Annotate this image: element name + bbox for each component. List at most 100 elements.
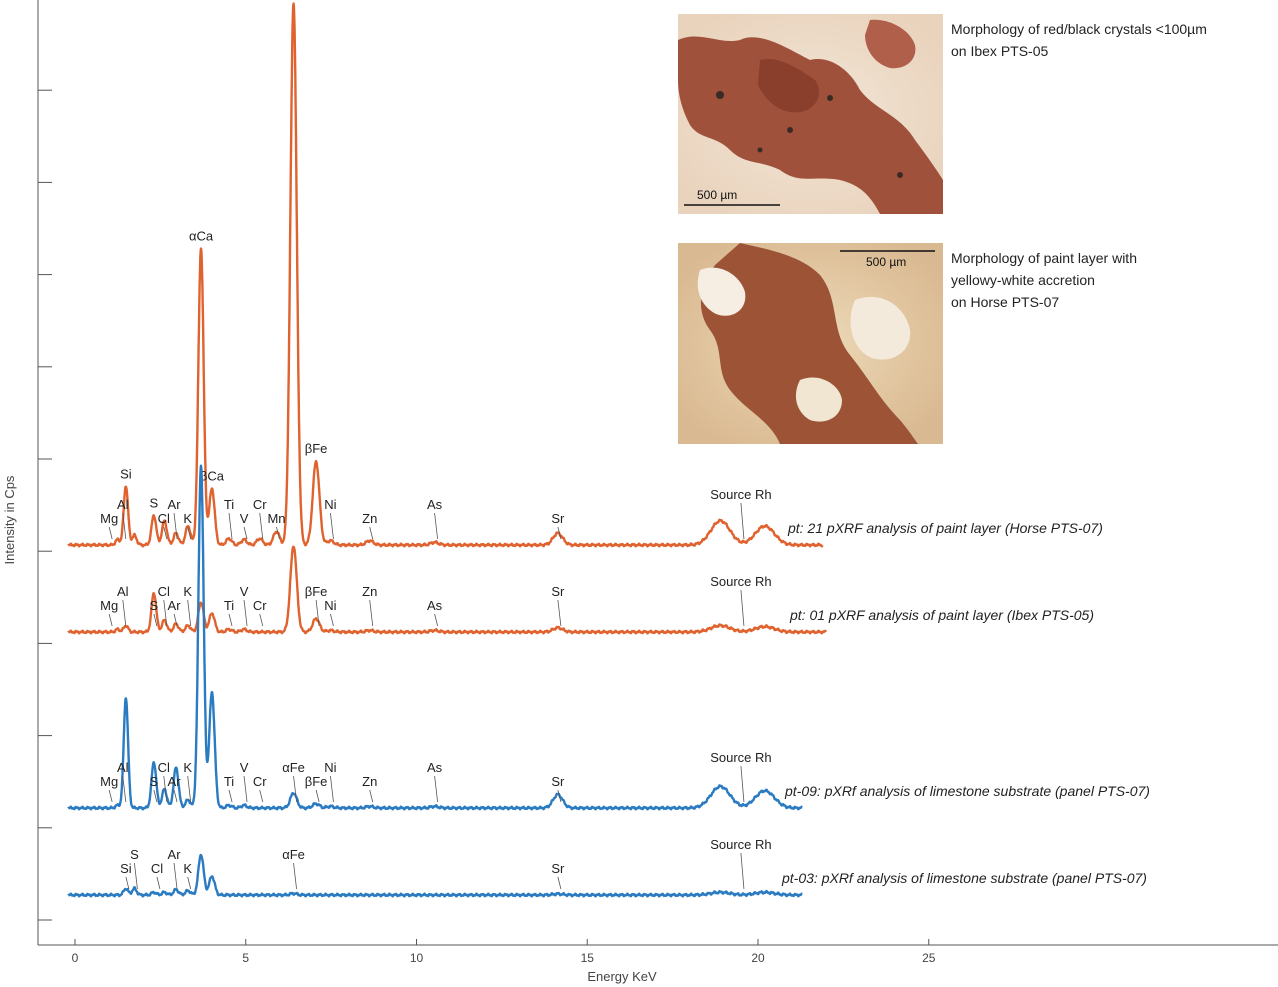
peak-label: Ti bbox=[224, 774, 234, 789]
label-leader bbox=[369, 526, 374, 540]
peak-label: Mg bbox=[100, 598, 118, 613]
spectrum-line bbox=[67, 853, 803, 898]
label-leader bbox=[557, 599, 562, 627]
label-leader bbox=[315, 789, 320, 803]
x-tick-label: 10 bbox=[410, 951, 424, 965]
peak-label: Ar bbox=[168, 774, 182, 789]
label-leader bbox=[163, 599, 168, 627]
label-leader bbox=[259, 789, 264, 803]
label-leader bbox=[187, 599, 192, 627]
label-leader bbox=[330, 613, 334, 627]
peak-label: Ar bbox=[168, 847, 182, 862]
x-tick-label: 5 bbox=[242, 951, 249, 965]
label-leader bbox=[243, 775, 248, 803]
peak-label: V bbox=[240, 584, 249, 599]
label-leader bbox=[434, 512, 438, 540]
peak-label: Ar bbox=[168, 598, 182, 613]
peak-label: βCa bbox=[200, 469, 225, 484]
peak-label: Sr bbox=[551, 774, 565, 789]
label-leader bbox=[125, 876, 130, 890]
label-leader bbox=[259, 512, 264, 540]
x-tick-label: 25 bbox=[922, 951, 936, 965]
inset2-caption-line2: yellowy-white accretion bbox=[951, 272, 1095, 288]
inset2-scale-label: 500 µm bbox=[866, 255, 906, 269]
peak-label: Source Rh bbox=[710, 750, 771, 765]
series-name-label: pt: 01 pXRF analysis of paint layer (Ibe… bbox=[789, 607, 1094, 623]
label-leader bbox=[369, 599, 374, 627]
y-axis-label: Intensity in Cps bbox=[2, 475, 17, 564]
label-leader bbox=[173, 862, 178, 890]
label-leader bbox=[243, 526, 248, 540]
label-leader bbox=[173, 789, 178, 803]
label-leader bbox=[108, 526, 113, 540]
label-leader bbox=[434, 613, 438, 627]
peak-label: S bbox=[130, 847, 139, 862]
label-leader bbox=[330, 512, 334, 540]
peak-label: Cr bbox=[253, 774, 267, 789]
label-leader bbox=[187, 775, 192, 803]
label-leader bbox=[122, 512, 127, 540]
y-ticks bbox=[38, 89, 52, 921]
peak-label: Al bbox=[117, 497, 129, 512]
label-leader bbox=[228, 613, 233, 627]
peak-label: βFe bbox=[305, 584, 328, 599]
label-leader bbox=[156, 876, 161, 890]
inset2-caption-line3: on Horse PTS-07 bbox=[951, 294, 1059, 310]
peak-label: K bbox=[183, 584, 192, 599]
label-leader bbox=[740, 765, 745, 803]
peak-label: Si bbox=[120, 467, 132, 482]
series-layer: SiSMgAlClArKαCaβCaTiVCrMnαFeβFeNiZnAsSrS… bbox=[67, 2, 1150, 898]
label-leader bbox=[740, 589, 745, 627]
peak-label: Zn bbox=[362, 774, 377, 789]
peak-label: S bbox=[150, 774, 159, 789]
peak-label: Zn bbox=[362, 584, 377, 599]
label-leader bbox=[276, 526, 280, 540]
x-axis-label: Energy KeV bbox=[587, 969, 657, 984]
peak-label: Source Rh bbox=[710, 837, 771, 852]
x-tick-label: 20 bbox=[751, 951, 765, 965]
label-leader bbox=[108, 613, 113, 627]
label-leader bbox=[108, 789, 113, 803]
peak-label: K bbox=[183, 511, 192, 526]
spectrum-line bbox=[67, 545, 828, 635]
peak-label: K bbox=[183, 760, 192, 775]
peak-label: Al bbox=[117, 584, 129, 599]
peak-label: S bbox=[150, 598, 159, 613]
peak-label: Al bbox=[117, 760, 129, 775]
label-leader bbox=[163, 526, 168, 540]
peak-label: Sr bbox=[551, 861, 565, 876]
peak-label: αFe bbox=[282, 847, 305, 862]
peak-label: Sr bbox=[551, 584, 565, 599]
peak-label: Ti bbox=[224, 497, 234, 512]
peak-label: Source Rh bbox=[710, 487, 771, 502]
peak-label: Ni bbox=[324, 598, 336, 613]
series-name-label: pt: 21 pXRF analysis of paint layer (Hor… bbox=[787, 520, 1103, 536]
label-leader bbox=[740, 852, 745, 890]
peak-label: Ni bbox=[324, 497, 336, 512]
peak-label: Zn bbox=[362, 511, 377, 526]
peak-label: βFe bbox=[305, 774, 328, 789]
peak-label: As bbox=[427, 760, 443, 775]
peak-label: Mg bbox=[100, 511, 118, 526]
label-leader bbox=[293, 862, 297, 890]
label-leader bbox=[369, 789, 374, 803]
label-leader bbox=[228, 512, 233, 540]
peak-label: αCa bbox=[189, 229, 214, 244]
label-leader bbox=[243, 599, 248, 627]
label-leader bbox=[122, 775, 127, 803]
peak-label: Cl bbox=[158, 511, 170, 526]
peak-label: Cl bbox=[151, 861, 163, 876]
label-leader bbox=[557, 876, 562, 890]
peak-label: αFe bbox=[282, 760, 305, 775]
label-leader bbox=[293, 775, 297, 803]
peak-label: V bbox=[240, 511, 249, 526]
peak-label: As bbox=[427, 598, 443, 613]
peak-label: As bbox=[427, 497, 443, 512]
label-leader bbox=[187, 526, 192, 540]
x-tick-label: 0 bbox=[72, 951, 79, 965]
label-leader bbox=[187, 876, 192, 890]
